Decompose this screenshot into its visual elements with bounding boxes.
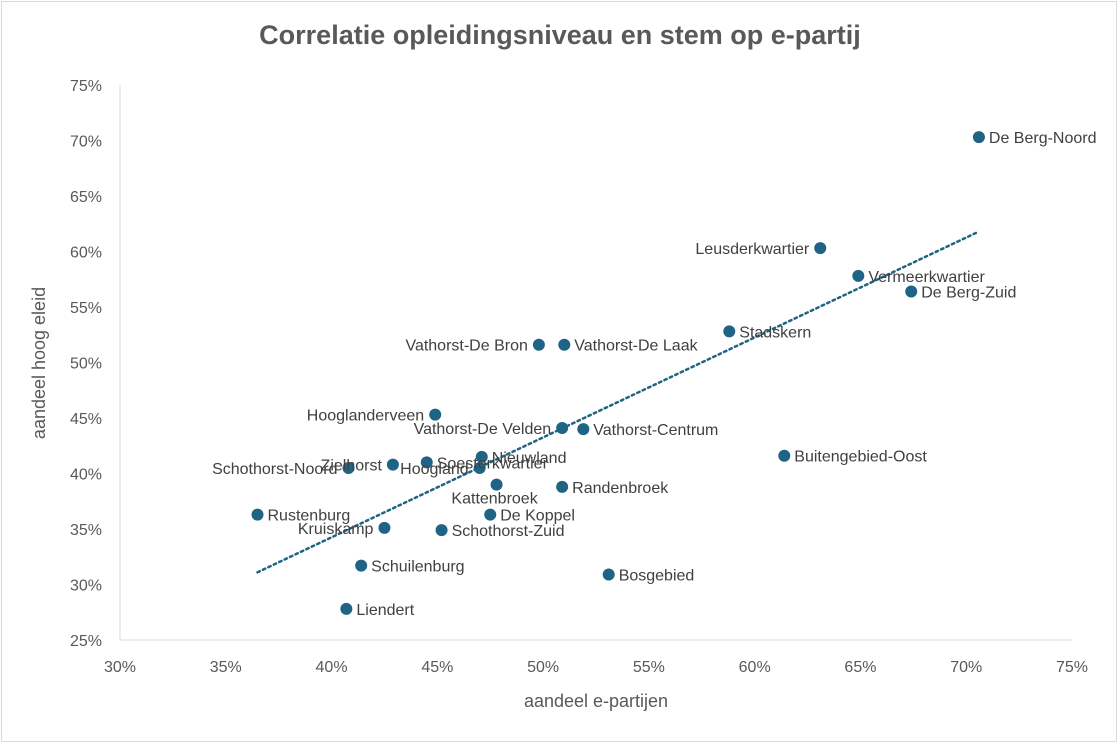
- y-tick-label: 65%: [70, 189, 102, 206]
- data-label: Soesterkwartier: [437, 455, 549, 472]
- trendline-layer: [256, 230, 981, 574]
- data-label: Bosgebied: [619, 568, 695, 585]
- data-point: [778, 449, 791, 462]
- data-label: Kruiskamp: [298, 521, 374, 538]
- data-point: [251, 508, 264, 521]
- data-point: [378, 521, 391, 534]
- trendline: [256, 230, 981, 574]
- data-point: [473, 461, 486, 474]
- data-label: Leusderkwartier: [695, 241, 810, 258]
- data-label: Liendert: [356, 602, 414, 619]
- data-point: [532, 338, 545, 351]
- labels-layer: De Berg-Noord Leusderkwartier Vermeerkwart…: [212, 130, 1096, 619]
- data-point: [429, 408, 442, 421]
- data-label: De Berg-Zuid: [921, 284, 1016, 301]
- x-tick-label: 65%: [844, 659, 876, 676]
- y-tick-label: 30%: [70, 578, 102, 595]
- data-point: [420, 456, 433, 469]
- data-label: Vathorst-De Bron: [405, 338, 527, 355]
- data-label: Kattenbroek: [451, 491, 538, 508]
- data-point: [723, 325, 736, 338]
- data-label: Hoogland: [400, 461, 469, 478]
- data-point: [577, 423, 590, 436]
- y-tick-label: 35%: [70, 522, 102, 539]
- y-tick-label: 60%: [70, 245, 102, 262]
- x-tick-label: 55%: [633, 659, 665, 676]
- data-point: [972, 131, 985, 144]
- x-axis-title: aandeel e-partijen: [524, 691, 668, 711]
- x-tick-label: 50%: [527, 659, 559, 676]
- x-tick-label: 35%: [210, 659, 242, 676]
- x-tick-label: 70%: [950, 659, 982, 676]
- data-label: Buitengebied-Oost: [794, 449, 927, 466]
- data-label: Hooglanderveen: [307, 408, 424, 425]
- x-tick-label: 60%: [739, 659, 771, 676]
- data-point: [556, 421, 569, 434]
- y-tick-label: 45%: [70, 411, 102, 428]
- data-point: [435, 524, 448, 537]
- y-tick-label: 55%: [70, 300, 102, 317]
- data-label: Vermeerkwartier: [868, 269, 985, 286]
- data-point: [386, 458, 399, 471]
- chart-title: Correlatie opleidingsniveau en stem op e…: [259, 20, 861, 50]
- y-tick-label: 75%: [70, 78, 102, 95]
- data-label: Nieuwland: [492, 450, 567, 467]
- data-point: [342, 461, 355, 474]
- x-tick-label: 75%: [1056, 659, 1088, 676]
- data-point: [340, 602, 353, 615]
- data-label: Vathorst-De Velden: [414, 421, 552, 438]
- data-label: Schothorst-Noord: [212, 461, 337, 478]
- data-point: [484, 508, 497, 521]
- data-point: [905, 285, 918, 298]
- x-tick-label: 40%: [316, 659, 348, 676]
- data-label: De Berg-Noord: [989, 130, 1097, 147]
- y-axis-title: aandeel hoog eleid: [29, 287, 49, 439]
- data-point: [852, 269, 865, 282]
- data-label: Randenbroek: [572, 480, 669, 497]
- y-tick-label: 40%: [70, 467, 102, 484]
- data-label: De Koppel: [500, 508, 575, 525]
- data-point: [558, 338, 571, 351]
- x-tick-label: 30%: [104, 659, 136, 676]
- y-tick-label: 70%: [70, 134, 102, 151]
- points-layer: [251, 131, 985, 615]
- data-label: Vathorst-Centrum: [593, 422, 718, 439]
- axes: 30% 35% 40% 45% 50% 55% 60% 65% 70% 75%25%30%35%4…: [70, 78, 1088, 676]
- y-tick-label: 25%: [70, 633, 102, 650]
- y-tick-label: 50%: [70, 356, 102, 373]
- data-point: [355, 559, 368, 572]
- data-point: [490, 478, 503, 491]
- data-label: Schuilenburg: [371, 559, 464, 576]
- data-point: [602, 568, 615, 581]
- data-label: Schothorst-Zuid: [452, 523, 565, 540]
- data-label: Rustenburg: [268, 508, 351, 525]
- data-point: [814, 242, 827, 255]
- data-label: Zielhorst: [321, 458, 383, 475]
- x-tick-label: 45%: [421, 659, 453, 676]
- data-point: [475, 450, 488, 463]
- data-label: Vathorst-De Laak: [574, 338, 698, 355]
- data-point: [556, 480, 569, 493]
- data-label: Stadskern: [739, 324, 811, 341]
